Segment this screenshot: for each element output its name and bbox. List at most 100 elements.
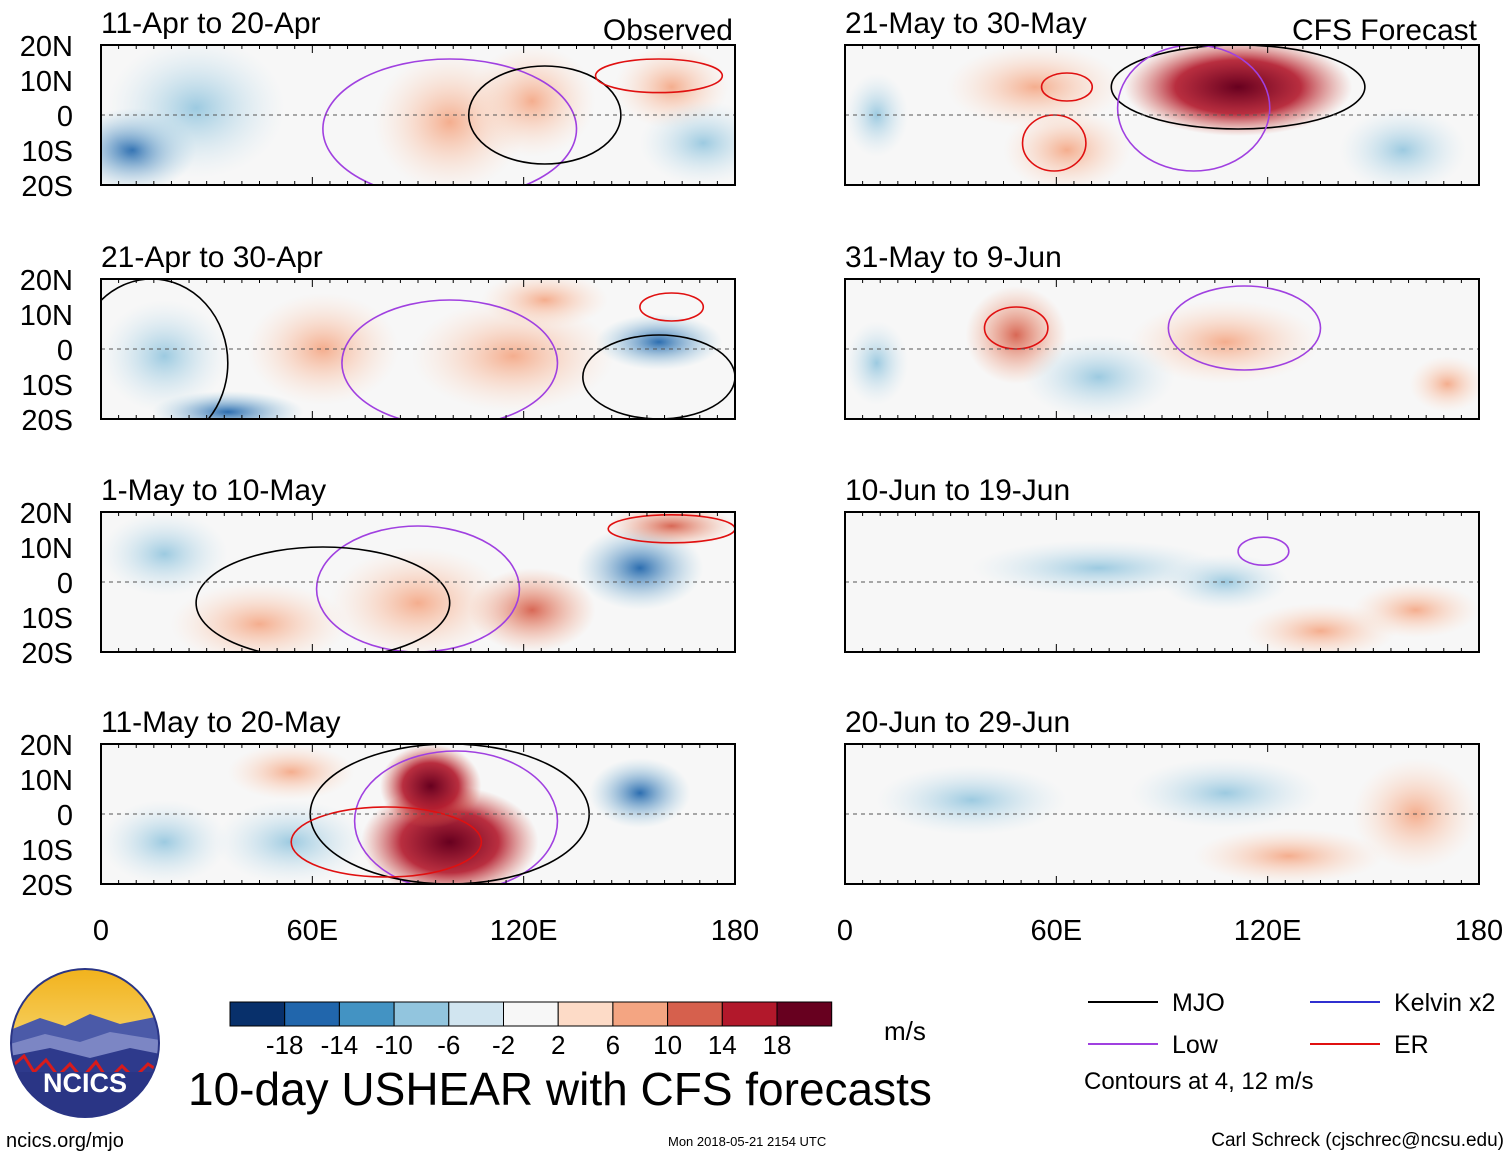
panel-title: 1-May to 10-May [101, 474, 326, 507]
shading-region [411, 300, 615, 412]
logo-text: NCICS [43, 1068, 127, 1098]
panel-title: 21-May to 30-May [845, 7, 1087, 40]
colorbar-tick-label: -18 [266, 1030, 304, 1060]
shading-region [595, 314, 723, 370]
colorbar-swatch [393, 1001, 450, 1027]
contour-line [1116, 45, 1271, 172]
colorbar-units: m/s [884, 1016, 926, 1046]
panel-title: 31-May to 9-Jun [845, 241, 1062, 274]
colorbar-tick-label: -6 [437, 1030, 460, 1060]
contour-line [1167, 285, 1322, 371]
shading-region [101, 800, 228, 884]
shading-region [845, 321, 909, 405]
colorbar-tick-label: 2 [551, 1030, 565, 1060]
y-tick-label: 20N [20, 498, 73, 530]
footer-url[interactable]: ncics.org/mjo [6, 1130, 124, 1152]
panel-title: 21-Apr to 30-Apr [101, 241, 323, 274]
y-tick-label: 20N [20, 730, 73, 762]
shading-region [379, 744, 482, 828]
x-tick-label: 60E [1031, 915, 1083, 947]
panel-title: 10-Jun to 19-Jun [845, 474, 1070, 507]
y-tick-label: 10N [20, 533, 73, 565]
shading-region [946, 45, 1124, 129]
y-tick-label: 0 [57, 335, 73, 367]
contour-note: Contours at 4, 12 m/s [1084, 1068, 1314, 1095]
shading-region [1409, 356, 1479, 412]
contour-line [322, 58, 578, 185]
panel-right-1: 21-May to 30-May CFS Forecast [844, 7, 1480, 186]
shading-region [1339, 108, 1467, 185]
shading-region [1022, 335, 1175, 419]
ncics-logo-icon: NCICS [10, 968, 160, 1118]
panel-right-4: 20-Jun to 29-Jun 0 60E 120E 180 [837, 706, 1503, 947]
colorbar-swatch [229, 1001, 286, 1027]
colorbar-swatch [667, 1001, 723, 1027]
contour-line [341, 299, 559, 419]
colorbar-swatch [721, 1001, 778, 1027]
shading-region [468, 45, 596, 157]
y-tick-label: 20N [20, 31, 73, 63]
y-tick-label: 20S [21, 171, 73, 203]
shading-region [170, 582, 349, 652]
shading-region [589, 758, 691, 828]
shading-region [639, 101, 735, 185]
y-tick-label: 20S [21, 638, 73, 670]
panel-right-3: 10-Jun to 19-Jun [844, 474, 1480, 653]
legend-label: Low [1172, 1031, 1219, 1059]
contour-line [594, 58, 724, 94]
contour-line [1110, 45, 1366, 130]
colorbar-tick-label: 10 [653, 1030, 682, 1060]
colorbar-swatch [338, 1001, 395, 1027]
contour-line [315, 525, 521, 652]
y-tick-label: 10S [21, 136, 73, 168]
y-tick-label: 10S [21, 835, 73, 867]
x-tick-label: 60E [287, 915, 339, 947]
shading-region [246, 293, 399, 405]
contour-line [290, 806, 483, 878]
x-tick-label: 180 [1455, 915, 1503, 947]
shading-region [329, 547, 507, 652]
panel-tag: Observed [603, 14, 733, 47]
panel-title: 20-Jun to 29-Jun [845, 706, 1070, 739]
shading-region [1244, 603, 1397, 652]
shading-region [101, 300, 228, 412]
colorbar: -18 -14 -10 -6 -2 2 6 10 14 18 [229, 1001, 833, 1060]
y-tick-label: 20N [20, 265, 73, 297]
shading-region [1162, 554, 1289, 610]
shading-region [845, 73, 909, 157]
colorbar-swatch [776, 1001, 833, 1027]
colorbar-swatch [612, 1001, 669, 1027]
y-tick-label: 10S [21, 370, 73, 402]
legend-label: MJO [1172, 989, 1225, 1017]
y-tick-label: 0 [57, 800, 73, 832]
colorbar-tick-label: -14 [321, 1030, 359, 1060]
shading-region [107, 45, 285, 178]
legend-label: ER [1394, 1031, 1429, 1059]
contour-line [353, 750, 559, 884]
panel-title: 11-Apr to 20-Apr [101, 7, 321, 40]
contour-line [101, 279, 229, 419]
y-tick-label: 0 [57, 101, 73, 133]
x-tick-label: 120E [1234, 915, 1302, 947]
contour-line [1237, 536, 1290, 567]
y-tick-label: 10N [20, 300, 73, 332]
y-tick-label: 10N [20, 765, 73, 797]
shading-region [227, 744, 355, 800]
shading-region [481, 279, 609, 328]
shading-region [971, 540, 1226, 596]
legend-label: Kelvin x2 [1394, 989, 1495, 1017]
colorbar-tick-label: -10 [375, 1030, 413, 1060]
contour-line [639, 292, 705, 322]
contour-line [195, 546, 451, 652]
shading-region [101, 512, 228, 596]
y-tick-label: 10N [20, 66, 73, 98]
shading-region [468, 568, 596, 652]
contour-line [1040, 72, 1094, 102]
shading-region [1193, 828, 1384, 884]
footer-author: Carl Schreck (cjschrec@ncsu.edu) [1211, 1130, 1504, 1151]
x-tick-label: 0 [93, 915, 109, 947]
shading-region [1123, 45, 1353, 136]
